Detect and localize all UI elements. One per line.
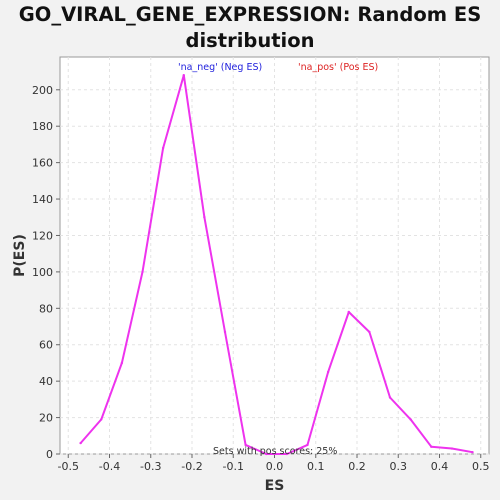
data-point (182, 74, 185, 77)
y-tick-label: 80 (39, 302, 53, 315)
data-point (326, 370, 330, 374)
data-point (306, 443, 309, 447)
data-point (409, 418, 412, 421)
data-point (430, 445, 433, 448)
x-tick-label: 0.1 (307, 460, 325, 473)
x-tick-label: 0.5 (472, 460, 490, 473)
y-tick-label: 160 (32, 157, 53, 170)
data-point (161, 146, 165, 150)
grid-lines (60, 57, 489, 455)
legend-entry-neg: 'na_neg' (Neg ES) (178, 62, 262, 73)
y-tick-label: 140 (32, 193, 53, 206)
data-point (368, 330, 371, 334)
data-point (450, 447, 454, 450)
chart-title: GO_VIRAL_GENE_EXPRESSION: Random ES dist… (0, 2, 500, 54)
y-tick-label: 20 (39, 412, 53, 425)
x-tick-label: -0.5 (58, 460, 79, 473)
y-tick-label: 40 (39, 375, 53, 388)
y-tick-label: 0 (46, 448, 53, 461)
annotation-pos-scores: Sets with pos scores: 25% (213, 446, 337, 457)
y-tick-label: 120 (32, 229, 53, 242)
y-tick-label: 100 (32, 266, 53, 279)
x-axis-label: ES (265, 478, 285, 494)
series-line (79, 74, 473, 455)
data-point (347, 310, 350, 314)
x-tick-label: 0.0 (266, 460, 284, 473)
data-point (100, 418, 103, 421)
axes: -0.5 -0.4 -0.3 -0.2 -0.1 0.0 0.1 0.2 0.3 0.4 0.5 0 2… (32, 84, 490, 473)
data-point (265, 452, 268, 456)
y-axis-label: P(ES) (12, 234, 28, 277)
x-tick-label: -0.1 (223, 460, 244, 473)
legend-entry-pos: 'na_pos' (Pos ES) (298, 62, 378, 73)
data-point (223, 330, 227, 334)
x-tick-label: -0.2 (181, 460, 202, 473)
data-point (388, 396, 392, 399)
y-tick-label: 60 (39, 339, 53, 352)
x-tick-label: -0.3 (140, 460, 161, 473)
data-point (244, 443, 247, 447)
data-point (203, 216, 206, 219)
series-group (79, 74, 474, 456)
data-point (120, 361, 124, 365)
data-point (79, 441, 82, 445)
chart-title-line-1: GO_VIRAL_GENE_EXPRESSION: Random ES (18, 3, 482, 26)
chart-title-line-2: distribution (185, 29, 315, 52)
x-tick-label: 0.4 (431, 460, 449, 473)
data-point (141, 270, 144, 274)
data-point (285, 452, 289, 456)
y-tick-label: 200 (32, 84, 53, 97)
x-tick-label: 0.2 (348, 460, 366, 473)
y-tick-label: 180 (32, 120, 53, 133)
data-point (471, 450, 474, 454)
x-tick-label: 0.3 (390, 460, 408, 473)
x-tick-label: -0.4 (99, 460, 120, 473)
